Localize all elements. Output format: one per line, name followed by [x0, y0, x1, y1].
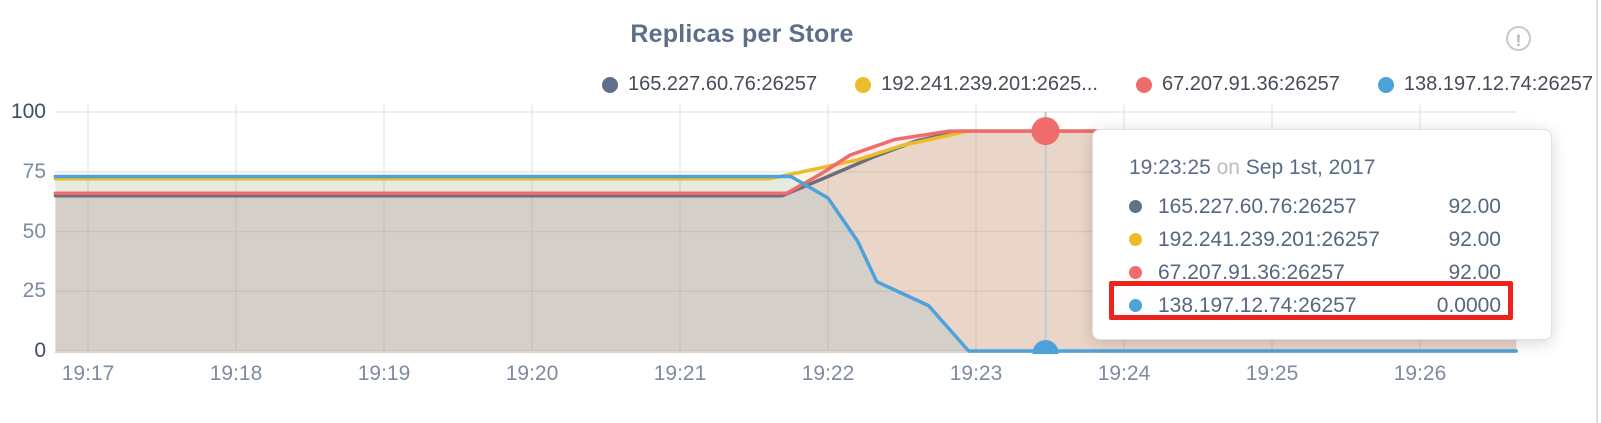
- x-tick-label: 19:19: [357, 362, 411, 385]
- tooltip-row-value: 92.00: [1448, 227, 1501, 251]
- tooltip-row-label: 192.241.239.201:26257: [1158, 227, 1380, 251]
- x-tick-label: 19:21: [653, 362, 707, 385]
- series-dot-icon: [1377, 76, 1394, 93]
- x-tick-label: 19:24: [1097, 362, 1151, 385]
- tooltip-timestamp: 19:23:25 on Sep 1st, 2017: [1129, 156, 1501, 180]
- tooltip-row: 192.241.239.201:26257 92.00: [1129, 223, 1501, 256]
- tooltip-row-value: 92.00: [1448, 194, 1501, 218]
- series-dot-icon: [602, 76, 618, 93]
- x-tick-label: 19:20: [505, 362, 559, 385]
- x-tick-label: 19:26: [1393, 362, 1447, 385]
- legend-label: 165.227.60.76:26257: [628, 73, 818, 95]
- tooltip-row-value: 92.00: [1448, 260, 1501, 284]
- legend-item[interactable]: 138.197.12.74:26257: [1377, 73, 1593, 96]
- tooltip-rows: 165.227.60.76:26257 92.00 192.241.239.201:…: [1129, 190, 1501, 322]
- x-tick-label: 19:25: [1245, 362, 1299, 385]
- series-dot-icon: [855, 76, 872, 93]
- tooltip-row-label: 67.207.91.36:26257: [1158, 260, 1345, 284]
- y-tick-label: 50: [22, 219, 46, 243]
- series-dot-icon: [1135, 76, 1152, 93]
- tooltip-date: Sep 1st, 2017: [1245, 156, 1376, 179]
- tooltip-row-label: 138.197.12.74:26257: [1158, 293, 1357, 317]
- y-tick-label: 25: [22, 279, 46, 303]
- series-dot-icon: [1129, 266, 1142, 279]
- legend-item[interactable]: 192.241.239.201:2625...: [855, 73, 1098, 96]
- x-tick-label: 19:22: [801, 362, 855, 385]
- y-tick-label: 0: [34, 339, 46, 362]
- legend-label: 67.207.91.36:26257: [1161, 73, 1340, 95]
- legend-label: 138.197.12.74:26257: [1403, 73, 1593, 95]
- chart-title: Replicas per Store: [630, 20, 854, 48]
- tooltip-row-label: 165.227.60.76:26257: [1158, 194, 1357, 218]
- tooltip-row: 165.227.60.76:26257 92.00: [1129, 190, 1501, 223]
- hover-tooltip: 19:23:25 on Sep 1st, 2017 165.227.60.76:…: [1092, 129, 1552, 340]
- x-tick-label: 19:17: [61, 362, 115, 385]
- x-tick-label: 19:18: [209, 362, 263, 385]
- legend-label: 192.241.239.201:2625...: [881, 73, 1098, 95]
- info-icon[interactable]: !: [1506, 26, 1531, 51]
- tooltip-connector: on: [1216, 156, 1240, 179]
- tooltip-row: 138.197.12.74:26257 0.0000: [1129, 289, 1501, 322]
- series-dot-icon: [1129, 200, 1142, 213]
- series-dot-icon: [1129, 299, 1142, 312]
- tooltip-row: 67.207.91.36:26257 92.00: [1129, 256, 1501, 289]
- chart-legend: 165.227.60.76:26257 192.241.239.201:2625.…: [602, 73, 1593, 96]
- legend-item[interactable]: 165.227.60.76:26257: [602, 73, 817, 96]
- y-tick-label: 100: [10, 100, 46, 123]
- y-tick-label: 75: [22, 159, 46, 183]
- x-tick-label: 19:23: [949, 362, 1003, 385]
- panel-right-border: [1596, 0, 1598, 423]
- tooltip-time: 19:23:25: [1129, 156, 1211, 179]
- tooltip-row-value: 0.0000: [1436, 293, 1501, 317]
- series-dot-icon: [1129, 233, 1142, 246]
- legend-item[interactable]: 67.207.91.36:26257: [1135, 73, 1340, 96]
